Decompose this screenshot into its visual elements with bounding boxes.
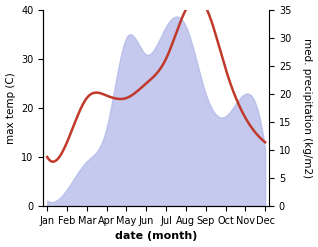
- Y-axis label: med. precipitation (kg/m2): med. precipitation (kg/m2): [302, 38, 313, 178]
- Y-axis label: max temp (C): max temp (C): [5, 72, 16, 144]
- X-axis label: date (month): date (month): [115, 231, 197, 242]
